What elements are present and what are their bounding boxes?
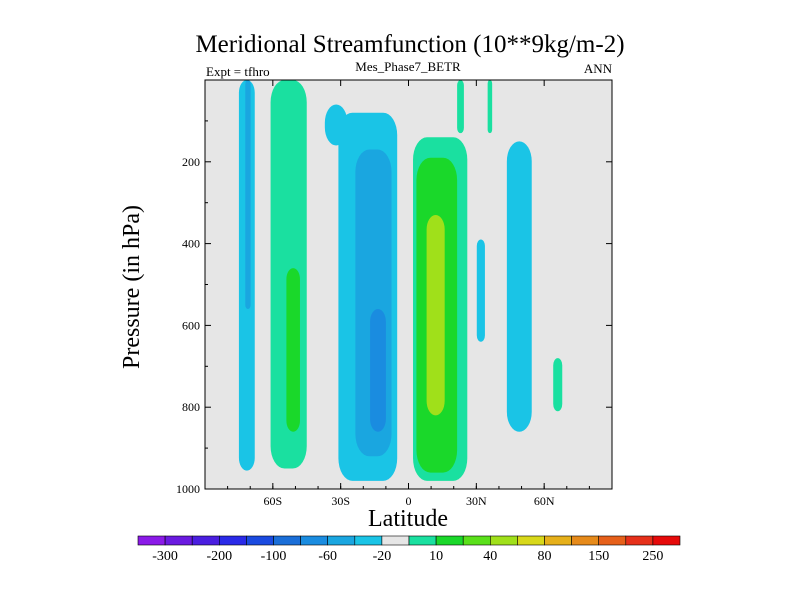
colorbar-box bbox=[517, 535, 545, 546]
x-axis-ticks: 60S 30S 0 30N 60N bbox=[227, 80, 590, 508]
colorbar-label: 250 bbox=[642, 549, 663, 564]
y-tick-label: 600 bbox=[182, 318, 200, 332]
colorbar-box bbox=[246, 535, 274, 546]
x-tick-label: 60N bbox=[534, 494, 555, 508]
cell-north-polar-positive bbox=[553, 358, 563, 412]
plot-background bbox=[205, 80, 612, 489]
x-axis-label: Latitude bbox=[368, 506, 448, 532]
colorbar-box bbox=[327, 535, 356, 546]
cell-upper-negative-spur bbox=[324, 104, 348, 146]
colorbar-label: -20 bbox=[373, 549, 392, 564]
colorbar-box bbox=[544, 535, 572, 546]
colorbar-box bbox=[652, 535, 681, 546]
y-tick-label: 1000 bbox=[176, 482, 200, 496]
colorbar-box bbox=[354, 535, 383, 546]
colorbar-box bbox=[191, 535, 220, 546]
cell-south-ferrel-positive-core bbox=[286, 268, 300, 432]
colorbar-box bbox=[137, 535, 166, 546]
cell-south-hadley-negative-core bbox=[370, 309, 386, 432]
colorbar-label: 80 bbox=[538, 549, 552, 564]
y-axis-ticks: 200 400 600 800 1000 bbox=[176, 120, 612, 496]
y-tick-label: 200 bbox=[182, 155, 200, 169]
x-tick-label: 0 bbox=[406, 494, 412, 508]
colorbar bbox=[137, 535, 681, 546]
plot-area: 60S 30S 0 30N 60N 200 400 600 800 1000 bbox=[176, 79, 613, 508]
y-tick-label: 400 bbox=[182, 237, 200, 251]
colorbar-labels: -300 -200 -100 -60 -20 10 40 80 150 250 bbox=[152, 549, 663, 564]
cell-tropopause-positive-filament-2 bbox=[487, 80, 493, 134]
colorbar-box bbox=[489, 535, 518, 546]
colorbar-box bbox=[435, 535, 464, 546]
colorbar-label: 150 bbox=[588, 549, 609, 564]
y-axis-label: Pressure (in hPa) bbox=[119, 205, 145, 369]
y-tick-label: 800 bbox=[182, 400, 200, 414]
colorbar-box bbox=[625, 535, 654, 546]
chart-title: Meridional Streamfunction (10**9kg/m-2) bbox=[195, 31, 624, 58]
colorbar-label: -100 bbox=[261, 549, 287, 564]
colorbar-label: -300 bbox=[152, 549, 178, 564]
colorbar-box bbox=[164, 535, 193, 546]
colorbar-label: -60 bbox=[318, 549, 337, 564]
colorbar-box bbox=[273, 535, 301, 546]
left-string: Expt = tfhro bbox=[206, 64, 270, 79]
colorbar-box bbox=[381, 535, 410, 546]
center-string: Mes_Phase7_BETR bbox=[355, 59, 461, 74]
cell-north-hadley-positive-core bbox=[426, 214, 445, 416]
colorbar-label: 40 bbox=[483, 549, 497, 564]
colorbar-box bbox=[462, 535, 491, 546]
x-tick-label: 30N bbox=[466, 494, 487, 508]
colorbar-box bbox=[219, 535, 247, 546]
colorbar-box bbox=[300, 535, 329, 546]
cell-south-polar-negative-core bbox=[245, 80, 251, 310]
colorbar-label: -200 bbox=[206, 549, 232, 564]
x-tick-label: 60S bbox=[263, 494, 282, 508]
cell-north-narrow-negative bbox=[476, 239, 485, 342]
cell-north-ferrel-negative bbox=[506, 141, 532, 432]
right-string: ANN bbox=[584, 61, 613, 76]
colorbar-box bbox=[408, 535, 437, 546]
cell-tropopause-positive-filament bbox=[457, 80, 464, 134]
contour-regions bbox=[238, 80, 563, 481]
colorbar-box bbox=[571, 535, 599, 546]
x-tick-label: 30S bbox=[331, 494, 350, 508]
colorbar-box bbox=[598, 535, 627, 546]
colorbar-label: 10 bbox=[429, 549, 443, 564]
